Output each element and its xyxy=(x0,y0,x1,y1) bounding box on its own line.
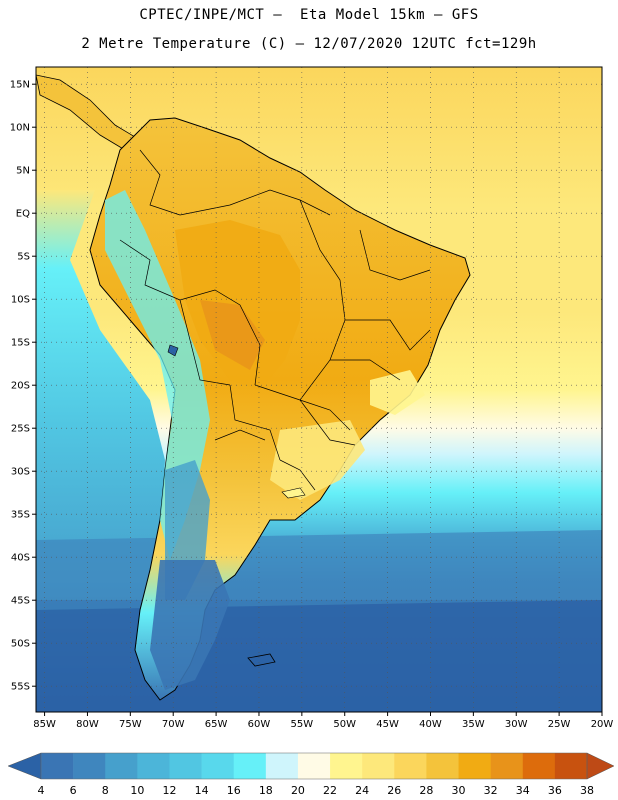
country-borders xyxy=(119,149,431,491)
colorbar-label: 20 xyxy=(291,784,305,797)
colorbar-label: 34 xyxy=(516,784,530,797)
colorbar-swatch xyxy=(490,753,524,779)
lat-tick-label: 40S xyxy=(11,553,30,564)
colorbar-label: 12 xyxy=(162,784,176,797)
lon-tick-label: 40W xyxy=(419,719,442,730)
falkland-islands xyxy=(247,653,276,667)
colorbar-swatch xyxy=(169,753,202,779)
lat-tick-label: 35S xyxy=(11,510,30,521)
colorbar-label: 4 xyxy=(38,784,45,797)
colorbar-swatch xyxy=(265,753,299,779)
lat-tick-label: 15N xyxy=(10,80,30,91)
lon-tick-label: 55W xyxy=(291,719,314,730)
lon-tick-label: 80W xyxy=(76,719,99,730)
colorbar-label: 30 xyxy=(452,784,466,797)
lon-tick-label: 70W xyxy=(162,719,185,730)
colorbar-swatch xyxy=(137,753,170,779)
colorbar-over-arrow xyxy=(586,752,615,780)
lat-tick-label: 5S xyxy=(17,252,30,263)
colorbar-swatch xyxy=(73,753,106,779)
colorbar-swatch xyxy=(105,753,138,779)
title-line-2: 2 Metre Temperature (C) — 12/07/2020 12U… xyxy=(81,36,537,52)
lon-tick-label: 25W xyxy=(548,719,571,730)
colorbar-label: 24 xyxy=(355,784,369,797)
colorbar-label: 32 xyxy=(484,784,498,797)
lat-tick-label: 10N xyxy=(10,123,30,134)
colorbar-label: 16 xyxy=(227,784,241,797)
colorbar-swatch xyxy=(426,753,459,779)
lat-tick-label: 5N xyxy=(16,166,30,177)
colorbar-swatch xyxy=(233,753,267,779)
lon-tick-label: 20W xyxy=(591,719,614,730)
lat-tick-label: 30S xyxy=(11,467,30,478)
lon-tick-label: 50W xyxy=(333,719,356,730)
lake-titicaca xyxy=(167,344,179,357)
lon-tick-label: 65W xyxy=(205,719,228,730)
colorbar-swatch xyxy=(330,753,363,779)
colorbar-label: 38 xyxy=(580,784,594,797)
colorbar-frame xyxy=(40,752,588,780)
lat-tick-label: 25S xyxy=(11,424,30,435)
colorbar-label: 14 xyxy=(195,784,209,797)
lagoa-dos-patos xyxy=(281,487,306,499)
colorbar-label: 6 xyxy=(70,784,77,797)
lat-tick-label: 20S xyxy=(11,381,30,392)
lat-tick-label: 10S xyxy=(11,295,30,306)
latitude-tick-labels: 15N 10N 5N EQ 5S 10S 15S 20S 25S 30S 35S 40S 45S 50S 5… xyxy=(10,80,36,693)
lat-tick-label: EQ xyxy=(16,209,30,220)
title-line-1: CPTEC/INPE/MCT — Eta Model 15km — GFS xyxy=(139,7,479,23)
lat-tick-label: 15S xyxy=(11,338,30,349)
colorbar-under-arrow xyxy=(7,752,42,780)
lat-tick-label: 45S xyxy=(11,596,30,607)
lon-tick-label: 45W xyxy=(376,719,399,730)
colorbar: 4 6 8 10 12 14 16 18 20 22 24 26 28 30 32 34 36 38 xyxy=(7,752,615,797)
colorbar-swatch xyxy=(458,753,491,779)
longitude-tick-labels: 85W 80W 75W 70W 65W 60W 55W 50W 45W 40W 35W 30W 25W 2… xyxy=(33,712,613,730)
colorbar-swatch xyxy=(522,753,556,779)
colorbar-swatch xyxy=(362,753,395,779)
lon-tick-label: 60W xyxy=(248,719,271,730)
colorbar-label: 26 xyxy=(387,784,401,797)
colorbar-swatch xyxy=(201,753,235,779)
lon-tick-label: 85W xyxy=(33,719,56,730)
colorbar-label: 36 xyxy=(548,784,562,797)
colorbar-label: 18 xyxy=(259,784,273,797)
lon-tick-label: 35W xyxy=(462,719,485,730)
colorbar-swatch xyxy=(297,753,331,779)
colorbar-swatch xyxy=(41,753,74,779)
colorbar-label: 8 xyxy=(102,784,109,797)
colorbar-label: 22 xyxy=(323,784,337,797)
colorbar-swatch xyxy=(554,753,588,779)
lon-tick-label: 75W xyxy=(119,719,142,730)
colorbar-label: 10 xyxy=(130,784,144,797)
lat-tick-label: 55S xyxy=(11,682,30,693)
lat-tick-label: 50S xyxy=(11,639,30,650)
map-frame xyxy=(35,66,603,713)
colorbar-swatch xyxy=(394,753,427,779)
lon-tick-label: 30W xyxy=(505,719,528,730)
colorbar-label: 28 xyxy=(419,784,433,797)
map-area xyxy=(36,67,602,712)
southern-ocean-field xyxy=(36,600,602,712)
